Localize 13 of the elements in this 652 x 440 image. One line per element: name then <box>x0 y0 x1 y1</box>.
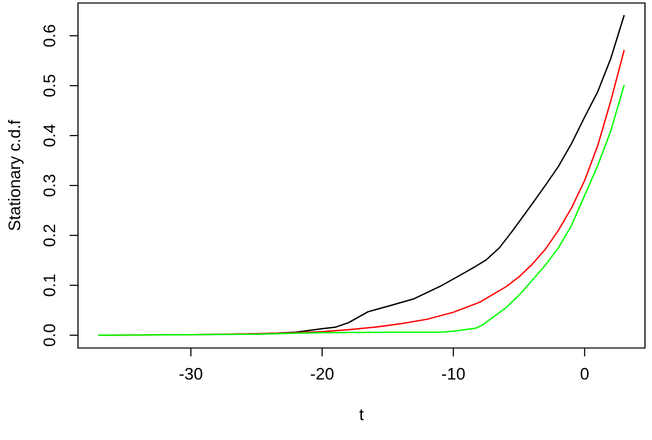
y-tick-label: 0.4 <box>43 124 56 146</box>
y-tick-label: 0.5 <box>43 74 56 97</box>
x-tick-label: -10 <box>442 368 465 380</box>
x-tick-label: -20 <box>310 368 334 380</box>
y-axis-title: Stationary c.d.f <box>8 120 24 230</box>
y-tick-label: 0.0 <box>43 324 56 346</box>
y-tick-label: 0.2 <box>43 224 56 246</box>
y-tick-label: 0.3 <box>43 174 56 196</box>
y-tick-label: 0.6 <box>43 24 56 47</box>
x-tick-label: 0 <box>580 368 589 380</box>
x-axis-title: t <box>359 409 364 420</box>
x-tick-label: -30 <box>180 368 202 380</box>
y-tick-label: 0.1 <box>43 274 56 296</box>
